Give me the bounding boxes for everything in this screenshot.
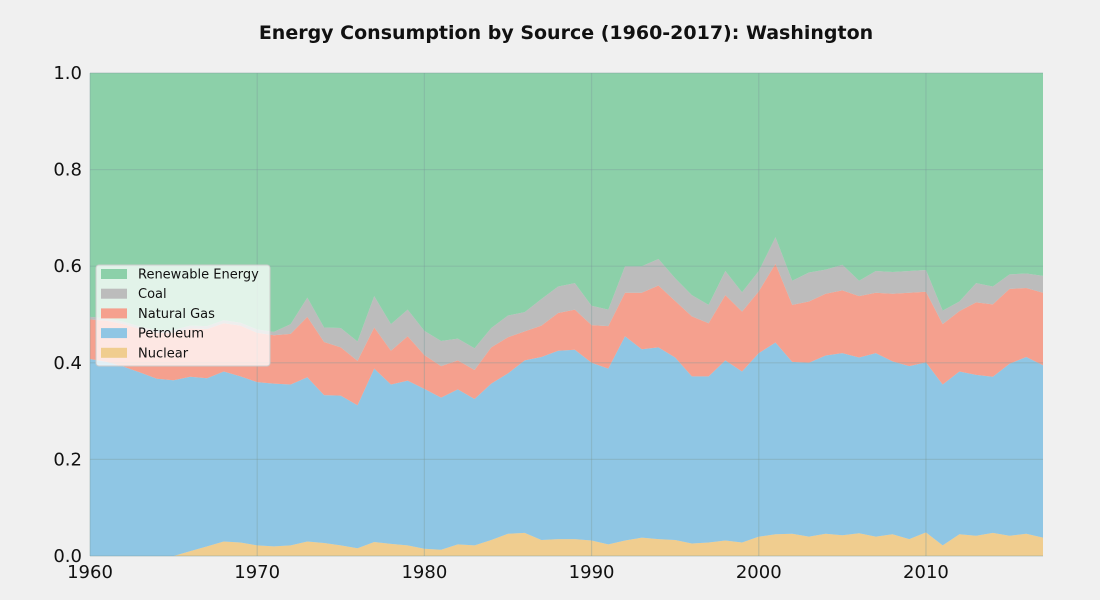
- x-tick-label: 2000: [736, 562, 782, 583]
- y-tick-label: 0.6: [53, 256, 82, 277]
- x-tick-label: 1960: [67, 562, 113, 583]
- chart-title: Energy Consumption by Source (1960-2017)…: [259, 22, 873, 44]
- y-tick-label: 0.0: [53, 546, 82, 567]
- y-axis-ticks: 0.0 0.2 0.4 0.6 0.8 1.0: [53, 63, 82, 567]
- x-tick-label: 1980: [401, 562, 447, 583]
- area-series-group: [90, 73, 1043, 556]
- legend-swatch: [101, 269, 127, 279]
- legend-swatch: [101, 308, 127, 319]
- area-coal: [90, 237, 1043, 371]
- x-tick-label: 1990: [569, 562, 615, 583]
- area-petroleum: [90, 336, 1043, 556]
- legend-label: Natural Gas: [138, 307, 215, 322]
- y-tick-label: 1.0: [53, 63, 82, 84]
- y-tick-label: 0.8: [53, 160, 82, 181]
- x-tick-label: 2010: [903, 562, 949, 583]
- x-axis-ticks: 1960 1970 1980 1990 2000 2010: [67, 562, 949, 583]
- legend-label: Renewable Energy: [138, 268, 259, 283]
- legend: Renewable Energy Coal Natural Gas Petroleum…: [95, 264, 271, 367]
- y-tick-label: 0.2: [53, 449, 82, 470]
- area-nuclear: [90, 532, 1043, 556]
- area-renewable-energy: [90, 73, 1043, 349]
- legend-swatch: [101, 288, 127, 299]
- legend-box: [95, 264, 271, 367]
- legend-swatch: [101, 328, 127, 339]
- legend-label: Coal: [138, 287, 167, 302]
- y-tick-label: 0.4: [53, 353, 82, 374]
- area-natural-gas: [90, 263, 1043, 406]
- legend-label: Nuclear: [138, 346, 189, 361]
- x-tick-label: 1970: [234, 562, 280, 583]
- legend-label: Petroleum: [138, 327, 204, 342]
- legend-swatch: [101, 347, 127, 358]
